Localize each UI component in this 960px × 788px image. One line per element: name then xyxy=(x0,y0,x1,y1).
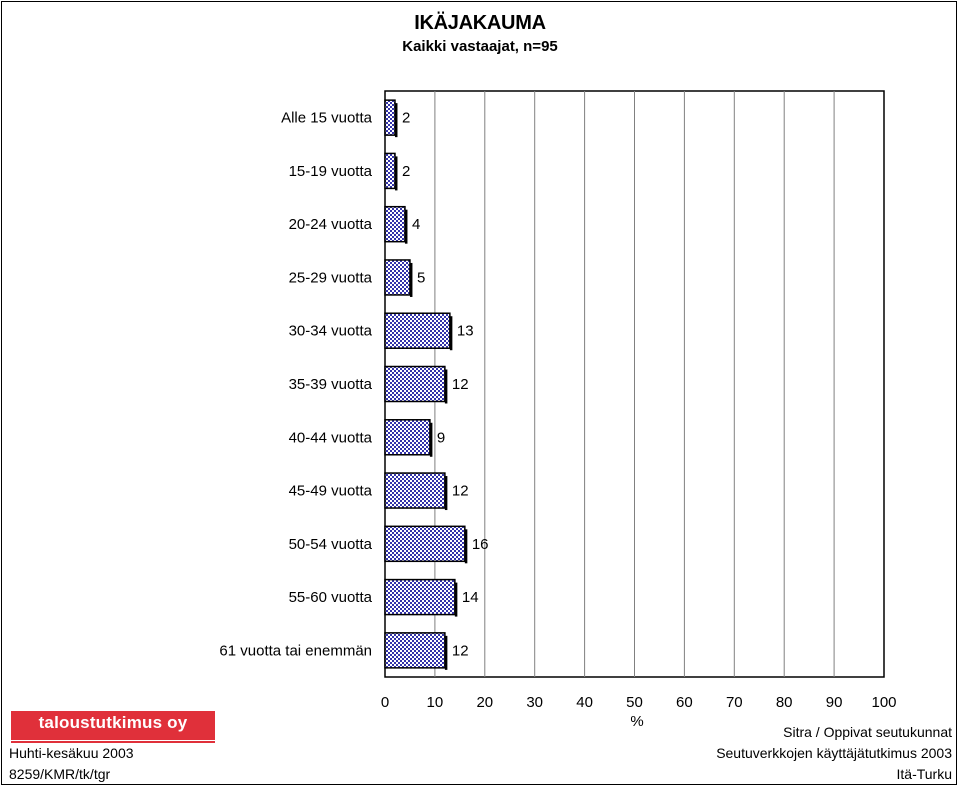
value-label: 12 xyxy=(452,483,469,500)
bar xyxy=(384,365,446,403)
client-line: Sitra / Oppivat seutukunnat xyxy=(783,724,952,740)
bar xyxy=(384,525,466,563)
category-labels: Alle 15 vuotta 15-19 vuotta 20-24 vuotta 25… xyxy=(219,110,372,660)
value-label: 12 xyxy=(452,376,469,393)
chart-subtitle: Kaikki vastaajat, n=95 xyxy=(402,38,558,55)
bar-shadow xyxy=(394,156,398,191)
bar-shadow xyxy=(444,369,448,404)
category-label: 61 vuotta tai enemmän xyxy=(219,642,372,659)
bar-shadow xyxy=(394,103,398,138)
category-label: 50-54 vuotta xyxy=(289,536,373,553)
category-label: Alle 15 vuotta xyxy=(281,110,373,127)
bar xyxy=(384,472,446,509)
bar-shadow xyxy=(449,316,453,351)
value-label: 5 xyxy=(417,269,425,286)
category-label: 45-49 vuotta xyxy=(289,483,373,500)
x-tick-label: 60 xyxy=(676,694,693,711)
value-label: 2 xyxy=(402,110,410,127)
bar-shadow xyxy=(409,262,413,297)
bar xyxy=(384,312,451,349)
value-label: 4 xyxy=(412,216,420,233)
x-tick-label: 10 xyxy=(427,694,444,711)
x-tick-label: 50 xyxy=(626,694,643,711)
bar xyxy=(384,152,396,190)
x-tick-label: 80 xyxy=(776,694,793,711)
logo-underline xyxy=(11,741,215,743)
bar xyxy=(384,578,456,616)
bar-shadow xyxy=(444,635,448,670)
x-tick-label: 0 xyxy=(381,694,389,711)
x-tick-label: 100 xyxy=(871,694,896,711)
category-label: 25-29 vuotta xyxy=(289,269,373,286)
company-logo: taloustutkimus oy xyxy=(11,711,215,743)
x-tick-label: 20 xyxy=(476,694,493,711)
bar xyxy=(384,419,431,456)
bar-shadow xyxy=(404,209,408,244)
chart-title: IKÄJAKAUMA xyxy=(414,12,546,34)
value-labels: 2 2 4 5 13 12 9 12 16 14 12 xyxy=(402,110,489,660)
value-label: 2 xyxy=(402,163,410,180)
logo-text: taloustutkimus oy xyxy=(38,713,188,732)
x-axis-label: % xyxy=(630,713,643,730)
value-label: 9 xyxy=(437,429,445,446)
category-label: 30-34 vuotta xyxy=(289,323,373,340)
x-tick-label: 40 xyxy=(576,694,593,711)
x-tick-labels: 0 10 20 30 40 50 60 70 80 90 100 xyxy=(381,694,897,711)
bar-shadow xyxy=(429,422,433,457)
bar xyxy=(384,99,396,136)
bar-shadow xyxy=(444,476,448,511)
x-tick-label: 70 xyxy=(726,694,743,711)
value-label: 16 xyxy=(472,536,489,553)
category-label: 40-44 vuotta xyxy=(289,429,373,446)
value-label: 12 xyxy=(452,642,469,659)
region-line: Itä-Turku xyxy=(896,766,953,782)
category-label: 35-39 vuotta xyxy=(289,376,373,393)
bar xyxy=(384,205,406,243)
category-label: 15-19 vuotta xyxy=(289,163,373,180)
study-line: Seutuverkkojen käyttäjätutkimus 2003 xyxy=(716,745,952,761)
bar-shadow xyxy=(464,529,468,564)
bar-shadow xyxy=(454,582,458,617)
category-label: 55-60 vuotta xyxy=(289,589,373,606)
x-tick-label: 30 xyxy=(526,694,543,711)
category-label: 20-24 vuotta xyxy=(289,216,373,233)
bars xyxy=(384,99,468,670)
grid-lines xyxy=(384,90,885,678)
bar xyxy=(384,259,411,296)
project-code: 8259/KMR/tk/tgr xyxy=(9,766,111,782)
value-label: 14 xyxy=(462,589,479,606)
x-tick-label: 90 xyxy=(826,694,843,711)
value-label: 13 xyxy=(457,323,474,340)
survey-date: Huhti-kesäkuu 2003 xyxy=(9,745,134,761)
bar xyxy=(384,632,446,669)
